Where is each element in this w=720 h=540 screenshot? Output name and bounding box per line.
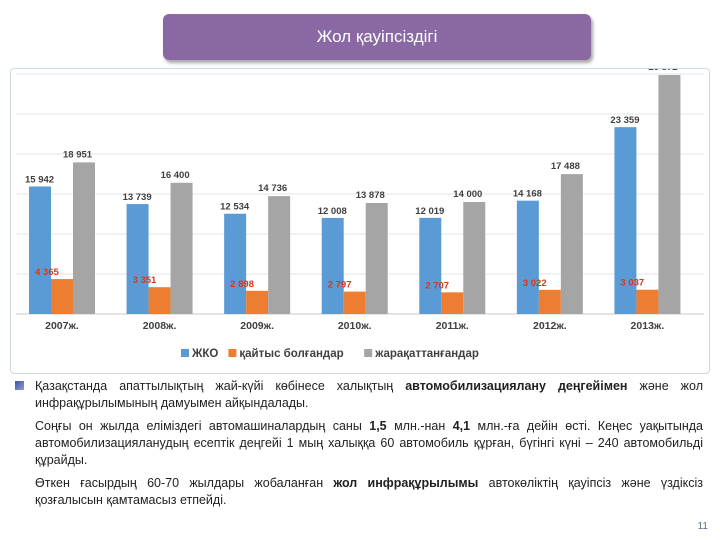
bullet-icon (15, 381, 24, 390)
p3-text-bold: жол инфрақұрылымы (333, 476, 479, 490)
bar-1-7 (614, 127, 637, 315)
data-label: 14 736 (258, 183, 287, 194)
legend-swatch-3 (364, 349, 373, 357)
data-label: 2 707 (425, 280, 449, 291)
category-label: 2007ж. (45, 320, 79, 332)
bar-chart: 15 942 4 365 18 951 2007ж. 13 739 3 351 16 400… (16, 69, 704, 360)
paragraph-1: Қазақстанда апаттылықтың жай-күйі көбіне… (35, 378, 703, 412)
bar-2-6 (538, 289, 561, 314)
p2-text-bold-1: 1,5 (369, 419, 387, 433)
slide-title: Жол қауіпсіздігі (316, 27, 438, 46)
paragraph-2: Соңғы он жылда еліміздегі автомашиналард… (35, 418, 703, 469)
data-label: 4 365 (35, 267, 59, 278)
page-number: 11 (697, 521, 708, 532)
category-label: 2010ж. (338, 320, 372, 332)
p3-text-c: автокөліктің қауіпсіз және үздіксіз қозғ… (35, 476, 703, 507)
title-banner: Жол қауіпсіздігі (163, 14, 591, 60)
legend-label-3: жарақаттанғандар (374, 348, 479, 360)
p1-text-bold: автомобилизациялану деңгейімен (405, 379, 628, 393)
bar-2-1 (51, 279, 73, 314)
paragraph-3: Өткен ғасырдың 60-70 жылдары жобаланған … (35, 475, 703, 509)
p2-text-c: млн.-нан (386, 419, 453, 433)
data-label: 2 898 (230, 279, 254, 290)
data-label: 13 878 (356, 190, 385, 201)
p2-text-bold-2: 4,1 (452, 419, 471, 433)
category-label: 2009ж. (240, 320, 274, 332)
bar-2-4 (343, 291, 366, 314)
legend-swatch-2 (228, 349, 237, 357)
data-label: 14 000 (453, 189, 482, 200)
bar-1-6 (516, 200, 539, 314)
category-label: 2008ж. (143, 320, 177, 332)
p2-text-a: Соңғы он жылда еліміздегі автомашиналард… (35, 419, 370, 433)
category-label: 2011ж. (436, 320, 469, 332)
data-label: 13 739 (123, 192, 152, 203)
data-label: 3 037 (620, 278, 644, 289)
category-label: 2012ж. (533, 320, 567, 332)
bar-3-3 (268, 196, 291, 314)
data-label: 14 168 (513, 189, 542, 200)
bar-3-2 (170, 182, 193, 314)
bar-1-5 (419, 217, 442, 314)
bar-1-2 (126, 204, 149, 314)
p3-text-a: Өткен ғасырдың 60-70 жылдары жобаланған (35, 476, 334, 490)
p1-text-c: және жол инфрақұрылымының дамуымен айқын… (35, 379, 704, 410)
legend-swatch-1 (181, 349, 189, 357)
data-label: 17 488 (551, 161, 580, 172)
bar-3-7 (658, 75, 681, 314)
data-label: 12 019 (415, 206, 444, 217)
data-label: 12 008 (318, 206, 347, 217)
bar-3-5 (463, 202, 486, 314)
legend-label-2: қайтыс болғандар (239, 348, 343, 360)
bar-2-3 (246, 290, 269, 314)
bar-2-5 (441, 292, 464, 314)
bar-1-4 (321, 217, 344, 314)
bar-3-6 (560, 174, 583, 314)
bar-3-1 (73, 162, 95, 314)
bar-3-4 (365, 202, 388, 314)
data-label: 15 942 (25, 174, 54, 185)
data-label: 23 359 (610, 115, 639, 126)
p1-text-a: Қазақстанда апаттылықтың жай-күйі көбіне… (35, 379, 406, 393)
bar-1-1 (29, 186, 51, 314)
bar-1-3 (224, 213, 247, 314)
bar-2-7 (636, 289, 659, 314)
data-label: 29 872 (648, 69, 677, 73)
data-label: 3 022 (523, 278, 547, 289)
data-label: 3 351 (133, 275, 157, 286)
data-label: 2 797 (328, 280, 352, 291)
chart-frame: 15 942 4 365 18 951 2007ж. 13 739 3 351 16 400… (10, 68, 710, 374)
data-label: 12 534 (220, 202, 250, 213)
data-label: 16 400 (161, 170, 190, 181)
legend-label-1: ЖКО (191, 348, 218, 360)
data-label: 18 951 (63, 149, 93, 160)
p2-text-e: млн.-ға дейін өсті. Кеңес уақытында авто… (35, 419, 703, 467)
category-label: 2013ж. (631, 320, 665, 332)
bar-2-2 (148, 287, 171, 314)
